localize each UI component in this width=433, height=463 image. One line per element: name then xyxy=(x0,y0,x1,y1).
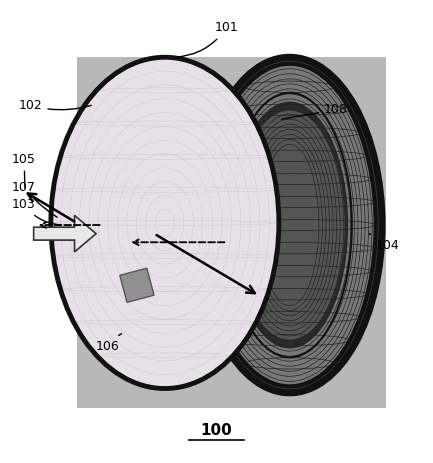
Text: 100: 100 xyxy=(200,423,233,438)
Text: 107: 107 xyxy=(12,181,57,217)
Ellipse shape xyxy=(235,110,345,340)
Bar xyxy=(77,57,386,408)
Text: 105: 105 xyxy=(12,153,36,188)
Ellipse shape xyxy=(199,59,380,391)
Bar xyxy=(120,268,154,302)
Ellipse shape xyxy=(51,57,279,388)
Polygon shape xyxy=(34,215,96,252)
Ellipse shape xyxy=(231,101,348,349)
Text: 108: 108 xyxy=(281,103,348,119)
Text: 101: 101 xyxy=(176,21,238,57)
Text: 104: 104 xyxy=(369,234,399,252)
Text: 103: 103 xyxy=(12,198,61,225)
Ellipse shape xyxy=(204,64,376,387)
Text: 106: 106 xyxy=(96,334,122,353)
Text: 102: 102 xyxy=(19,99,91,112)
